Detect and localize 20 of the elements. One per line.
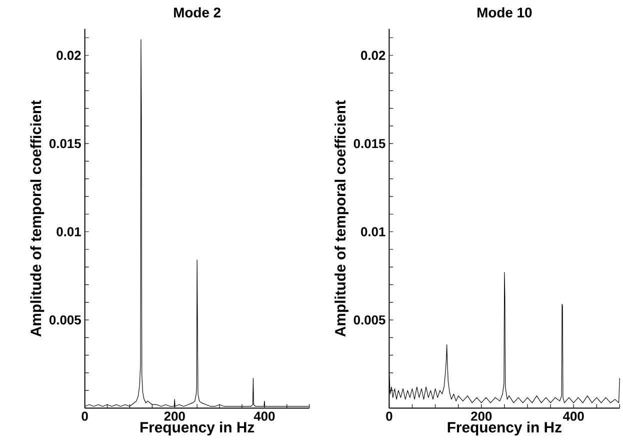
chart-title: Mode 2 (174, 7, 220, 18)
x-tick-label: 200 (164, 412, 185, 421)
x-axis-title: Frequency in Hz (448, 422, 562, 436)
y-tick-label: 0.005 (49, 315, 81, 324)
x-tick-label: 0 (82, 412, 88, 421)
y-tick-label: 0.01 (56, 227, 81, 236)
x-tick-label: 200 (471, 412, 492, 421)
y-axis-title: Amplitude of temporal coefficient (334, 100, 348, 337)
y-tick-label: 0.01 (361, 227, 386, 236)
x-axis-title: Frequency in Hz (140, 422, 254, 436)
y-tick-label: 0.005 (354, 315, 386, 324)
y-tick-label: 0.015 (49, 138, 81, 148)
y-tick-label: 0.02 (56, 50, 81, 60)
y-axis-title: Amplitude of temporal coefficient (30, 100, 44, 337)
x-tick-label: 0 (386, 412, 392, 421)
x-tick-label: 400 (563, 412, 584, 421)
y-tick-label: 0.015 (354, 138, 386, 148)
y-tick-label: 0.02 (361, 50, 386, 60)
x-tick-label: 400 (254, 412, 275, 421)
chart-title: Mode 10 (478, 7, 532, 18)
